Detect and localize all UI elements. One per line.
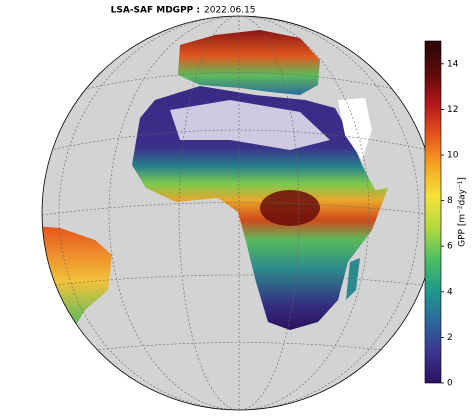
arabia (338, 98, 372, 160)
colorbar-tick-label: 14 (447, 59, 459, 69)
colorbar-label: GPP [m⁻²day⁻¹] (458, 177, 468, 247)
congo-basin (260, 190, 320, 226)
colorbar-tick-label: 2 (447, 333, 453, 343)
colorbar: GPP [m⁻²day⁻¹] 0 2 4 6 8 10 12 14 (424, 40, 468, 389)
title-name: LSA-SAF MDGPP : (111, 6, 200, 16)
colorbar-tick-label: 10 (447, 151, 459, 161)
title-date: 2022.06.15 (204, 6, 256, 16)
europe (178, 30, 320, 95)
colorbar-scale (424, 40, 442, 384)
colorbar-tick-label: 6 (447, 242, 453, 252)
colorbar-tick-label: 0 (447, 379, 453, 389)
colorbar-tick-label: 4 (447, 287, 453, 297)
sahara-bare (170, 100, 330, 150)
madagascar (346, 258, 360, 300)
globe (41, 15, 437, 411)
graticule (42, 16, 436, 410)
colorbar-tick-label: 12 (447, 105, 458, 115)
colorbar-tick-label: 8 (447, 196, 453, 206)
